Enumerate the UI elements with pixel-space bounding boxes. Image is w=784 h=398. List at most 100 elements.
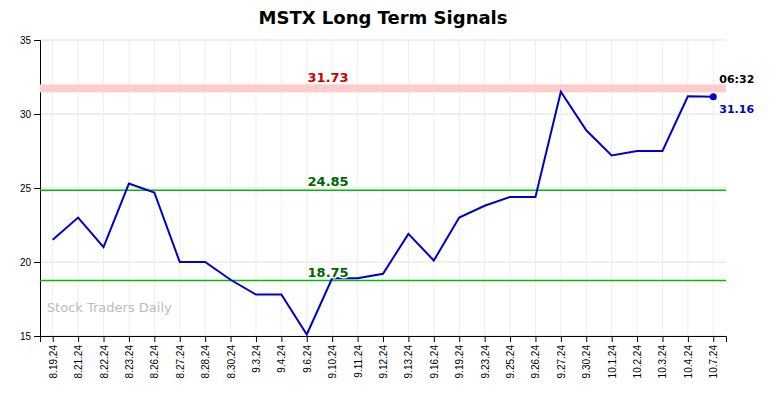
annotation: 31.16 bbox=[719, 103, 754, 116]
tick-label: 9.30.24 bbox=[581, 345, 592, 379]
tick-mark bbox=[281, 336, 282, 342]
reference-label: 24.85 bbox=[308, 174, 349, 189]
tick-mark bbox=[53, 336, 54, 342]
tick: 9.3.24 bbox=[251, 336, 262, 373]
tick-label: 9.19.24 bbox=[454, 345, 465, 379]
point bbox=[710, 93, 717, 100]
tick: 8.26.24 bbox=[149, 336, 160, 378]
grid bbox=[40, 40, 726, 336]
tick-label: 8.19.24 bbox=[48, 345, 59, 379]
tick-label: 8.30.24 bbox=[226, 345, 237, 379]
tick: 10.1.24 bbox=[607, 336, 618, 378]
tick-mark bbox=[34, 188, 40, 189]
reference-label: 31.73 bbox=[308, 70, 349, 85]
tick: 9.19.24 bbox=[454, 336, 465, 378]
tick-label: 8.26.24 bbox=[149, 345, 160, 379]
tick: 9.13.24 bbox=[403, 336, 414, 378]
tick-label: 8.23.24 bbox=[124, 345, 135, 379]
tick: 9.30.24 bbox=[581, 336, 592, 378]
tick-label: 9.23.24 bbox=[480, 345, 491, 379]
tick-label: 9.11.24 bbox=[353, 345, 364, 378]
tick-label: 9.13.24 bbox=[403, 345, 414, 379]
tick-mark bbox=[408, 336, 409, 342]
tick-label: 10.1.24 bbox=[607, 345, 618, 379]
tick-mark bbox=[688, 336, 689, 342]
tick-mark bbox=[383, 336, 384, 342]
line bbox=[53, 92, 714, 335]
tick-label: 9.25.24 bbox=[505, 345, 516, 379]
reference-line bbox=[40, 189, 726, 191]
tick-label: 9.27.24 bbox=[556, 345, 567, 379]
tick-mark bbox=[129, 336, 130, 342]
tick-label: 9.16.24 bbox=[429, 345, 440, 379]
axis-line bbox=[41, 337, 727, 343]
tick: 10.4.24 bbox=[683, 336, 694, 378]
tick: 9.6.24 bbox=[302, 336, 313, 373]
plot: 15202530358.19.248.21.248.22.248.23.248.… bbox=[20, 35, 755, 379]
tick-mark bbox=[713, 336, 714, 342]
tick-label: 10.4.24 bbox=[683, 345, 694, 379]
tick-label: 25 bbox=[20, 183, 32, 194]
tick-label: 35 bbox=[20, 35, 32, 46]
tick-mark bbox=[586, 336, 587, 342]
tick: 8.19.24 bbox=[48, 336, 59, 378]
tick: 8.21.24 bbox=[73, 336, 84, 378]
tick-label: 8.27.24 bbox=[175, 345, 186, 379]
tick-mark bbox=[34, 336, 40, 337]
tick-mark bbox=[434, 336, 435, 342]
tick-label: 9.26.24 bbox=[530, 345, 541, 379]
tick-label: 10.2.24 bbox=[632, 345, 643, 379]
tick-label: 10.7.24 bbox=[708, 345, 719, 379]
tick-mark bbox=[358, 336, 359, 342]
tick-label: 9.6.24 bbox=[302, 345, 313, 373]
tick: 9.26.24 bbox=[530, 336, 541, 378]
tick-mark bbox=[561, 336, 562, 342]
tick: 8.27.24 bbox=[175, 336, 186, 378]
tick-label: 9.12.24 bbox=[378, 345, 389, 379]
tick: 10.3.24 bbox=[657, 336, 668, 378]
tick: 9.10.24 bbox=[327, 336, 338, 378]
tick: 9.16.24 bbox=[429, 336, 440, 378]
tick: 9.23.24 bbox=[480, 336, 491, 378]
tick-mark bbox=[205, 336, 206, 342]
tick-mark bbox=[662, 336, 663, 342]
labels: 31.7324.8518.7506:3231.16Stock Traders D… bbox=[47, 70, 755, 315]
chart: 15202530358.19.248.21.248.22.248.23.248.… bbox=[0, 0, 784, 398]
tick-mark bbox=[231, 336, 232, 342]
tick-label: 30 bbox=[20, 109, 32, 120]
tick-mark bbox=[459, 336, 460, 342]
tick: 8.30.24 bbox=[226, 336, 237, 378]
tick-label: 9.3.24 bbox=[251, 345, 262, 373]
tick-mark bbox=[34, 262, 40, 263]
tick: 9.27.24 bbox=[556, 336, 567, 378]
tick-label: 8.28.24 bbox=[200, 345, 211, 379]
tick-mark bbox=[612, 336, 613, 342]
tick: 9.4.24 bbox=[276, 336, 287, 373]
tick: 35 bbox=[20, 35, 40, 46]
title: MSTX Long Term Signals bbox=[259, 7, 508, 28]
tick: 30 bbox=[20, 109, 40, 120]
tick-label: 15 bbox=[20, 331, 32, 342]
tick-label: 8.21.24 bbox=[73, 345, 84, 379]
tick: 8.28.24 bbox=[200, 336, 211, 378]
tick: 9.25.24 bbox=[505, 336, 516, 378]
tick-mark bbox=[180, 336, 181, 342]
reference-label: 18.75 bbox=[308, 265, 349, 280]
annotation: 06:32 bbox=[719, 73, 754, 86]
tick-label: 9.4.24 bbox=[276, 345, 287, 373]
tick-mark bbox=[256, 336, 257, 342]
tick: 8.23.24 bbox=[124, 336, 135, 378]
tick: 9.11.24 bbox=[353, 336, 364, 378]
tick: 8.22.24 bbox=[99, 336, 110, 378]
tick-label: 10.3.24 bbox=[657, 345, 668, 379]
tick-mark bbox=[485, 336, 486, 342]
tick: 10.2.24 bbox=[632, 336, 643, 378]
reference-band bbox=[40, 84, 726, 92]
tick-label: 8.22.24 bbox=[99, 345, 110, 379]
tick-mark bbox=[78, 336, 79, 342]
tick-mark bbox=[637, 336, 638, 342]
x-axis: 8.19.24 8.21.24 8.22.24 8.23.24 8.26.24 8.27.… bbox=[41, 336, 727, 378]
tick-mark bbox=[332, 336, 333, 342]
tick: 9.12.24 bbox=[378, 336, 389, 378]
tick-mark bbox=[510, 336, 511, 342]
